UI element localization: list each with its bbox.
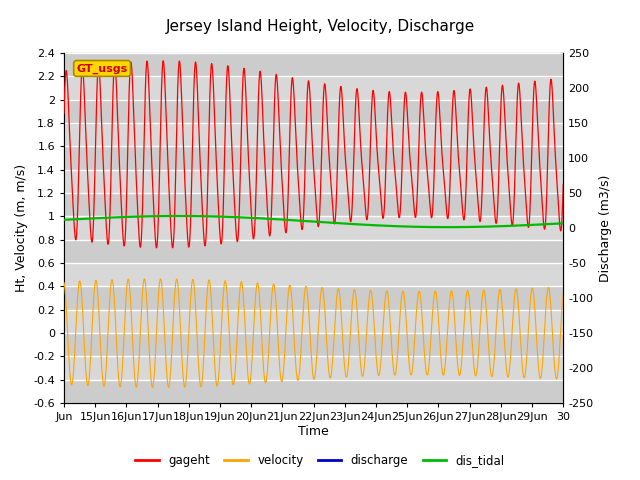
Bar [64,287,563,310]
Bar [64,193,563,216]
Bar [64,310,563,333]
Bar [64,357,563,380]
Bar [64,216,563,240]
Text: Jersey Island Height, Velocity, Discharge: Jersey Island Height, Velocity, Discharg… [165,19,475,34]
Bar [64,123,563,146]
Bar [64,76,563,99]
Legend: gageht, velocity, discharge, dis_tidal: gageht, velocity, discharge, dis_tidal [131,449,509,472]
Text: GT_usgs: GT_usgs [77,63,128,73]
Bar [64,146,563,169]
Bar [64,53,563,76]
Bar [64,333,563,357]
Bar [64,99,563,123]
Bar [64,263,563,287]
Y-axis label: Ht, Velocity (m, m/s): Ht, Velocity (m, m/s) [15,164,28,292]
Y-axis label: Discharge (m3/s): Discharge (m3/s) [599,174,612,282]
Bar [64,240,563,263]
X-axis label: Time: Time [298,425,329,438]
Bar [64,380,563,403]
Bar [64,169,563,193]
